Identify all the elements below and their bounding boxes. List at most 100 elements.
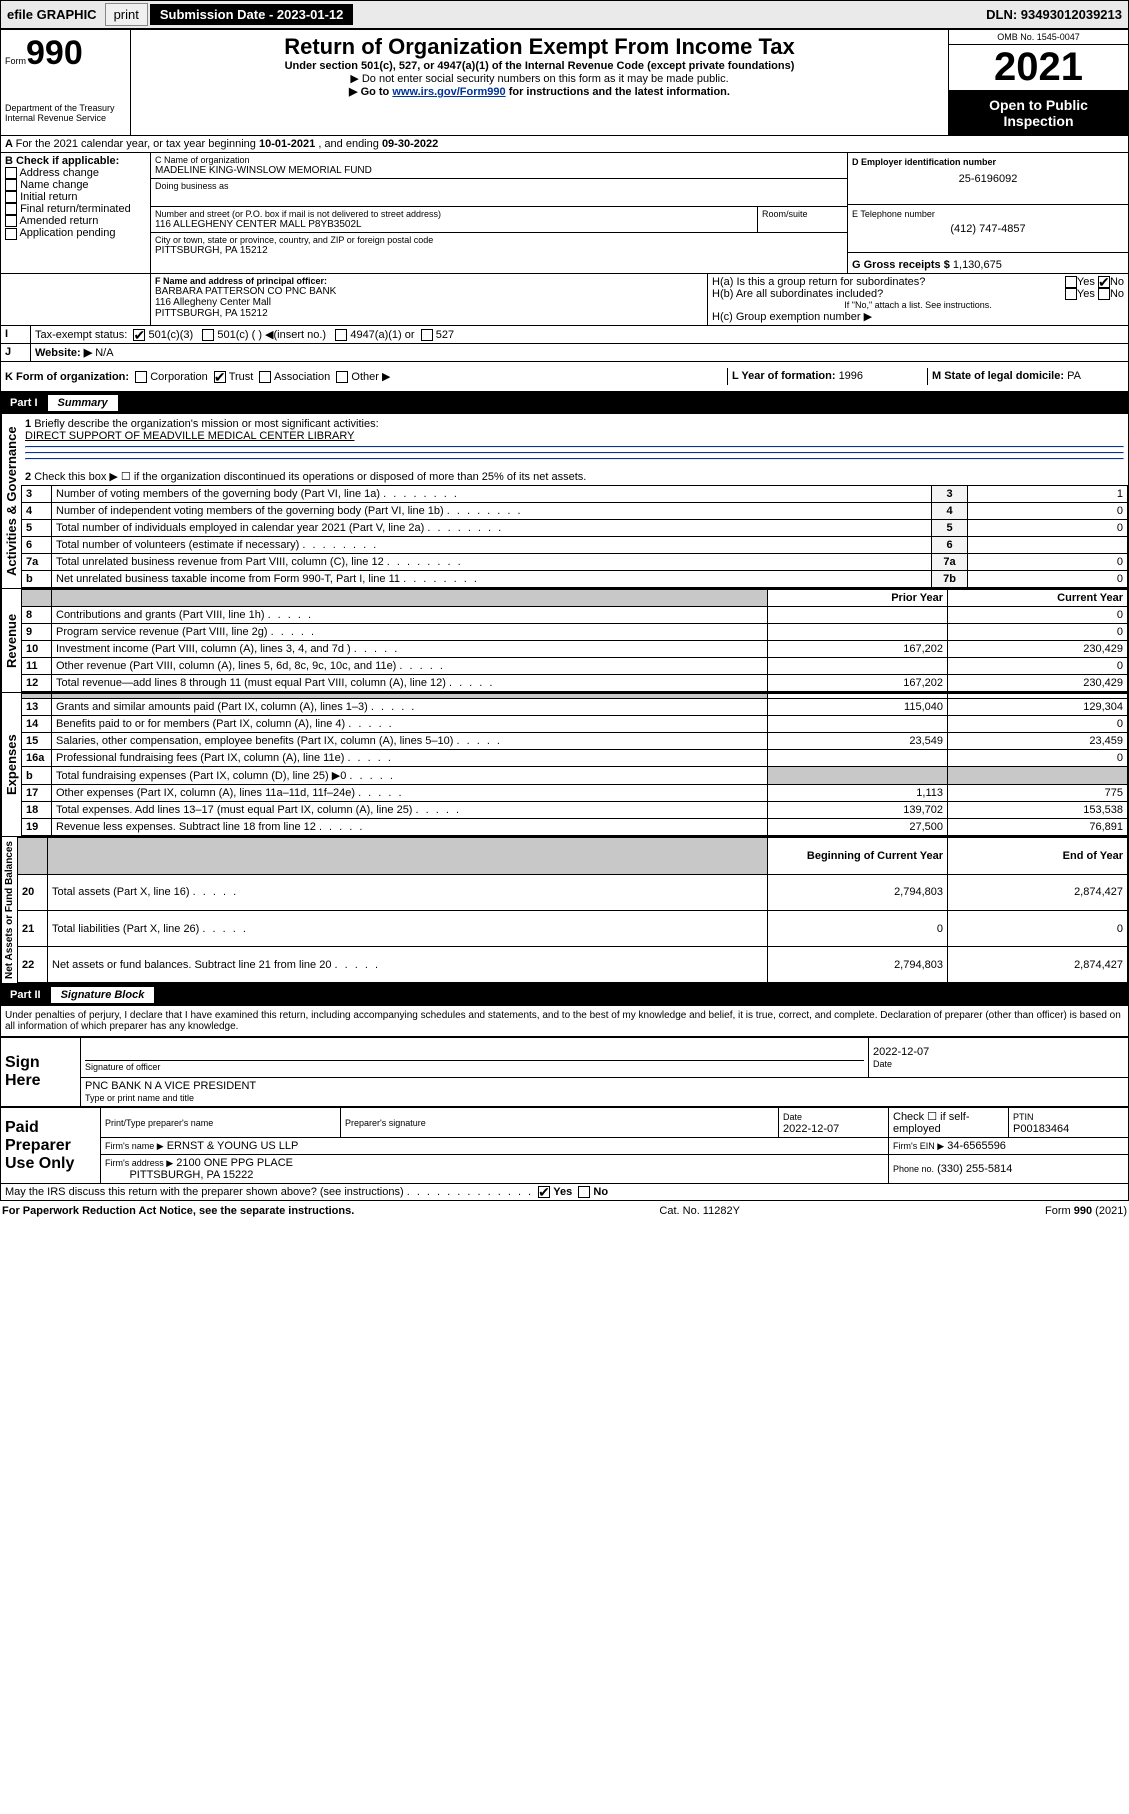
- chk-label: Application pending: [19, 227, 115, 239]
- section-b-c-d: B Check if applicable: Address change Na…: [0, 153, 1129, 274]
- domicile: PA: [1067, 370, 1081, 382]
- ha-yes[interactable]: [1065, 276, 1077, 288]
- k-label: K Form of organization:: [5, 371, 129, 383]
- chk-501c3[interactable]: [133, 329, 145, 341]
- tax-year-end: 09-30-2022: [382, 138, 438, 150]
- no-label: No: [593, 1186, 608, 1198]
- efile-label: efile GRAPHIC: [1, 4, 103, 25]
- sidebar-ag: Activities & Governance: [1, 414, 21, 588]
- tax-year-begin: 10-01-2021: [259, 138, 315, 150]
- h-note: If "No," attach a list. See instructions…: [712, 300, 1124, 310]
- line-a-text: For the 2021 calendar year, or tax year …: [16, 138, 259, 150]
- officer-addr1: 116 Allegheny Center Mall: [155, 297, 703, 308]
- irs-link[interactable]: www.irs.gov/Form990: [392, 86, 505, 98]
- page-title: Return of Organization Exempt From Incom…: [135, 34, 944, 60]
- footer-right: 990: [1074, 1205, 1092, 1217]
- phone-value: (412) 747-4857: [852, 223, 1124, 235]
- goto-prefix: ▶ Go to: [349, 86, 392, 98]
- chk-assoc[interactable]: [259, 371, 271, 383]
- declaration: Under penalties of perjury, I declare th…: [0, 1006, 1129, 1037]
- chk-501c[interactable]: [202, 329, 214, 341]
- hb-no[interactable]: [1098, 288, 1110, 300]
- firm-name-label: Firm's name ▶: [105, 1141, 164, 1151]
- chk-address-change[interactable]: Address change: [5, 167, 146, 179]
- part2-title: Part II: [6, 989, 51, 1001]
- chk-corp[interactable]: [135, 371, 147, 383]
- open-public-badge: Open to Public Inspection: [949, 91, 1128, 135]
- page-footer: For Paperwork Reduction Act Notice, see …: [0, 1201, 1129, 1221]
- part1-netassets: Net Assets or Fund Balances Beginning of…: [0, 837, 1129, 984]
- prep-name-label: Print/Type preparer's name: [105, 1118, 213, 1128]
- opt-501c: 501(c) ( ) ◀(insert no.): [217, 329, 326, 341]
- dept-treasury: Department of the Treasury Internal Reve…: [5, 103, 126, 123]
- firm-ein: 34-6565596: [947, 1140, 1006, 1152]
- firm-ein-label: Firm's EIN ▶: [893, 1141, 944, 1151]
- opt-4947: 4947(a)(1) or: [350, 329, 414, 341]
- chk-other[interactable]: [336, 371, 348, 383]
- chk-application-pending[interactable]: Application pending: [5, 227, 146, 239]
- gross-value: 1,130,675: [953, 259, 1002, 271]
- chk-label: Address change: [19, 167, 99, 179]
- ein-label: D Employer identification number: [852, 157, 1124, 167]
- table-exp: 13Grants and similar amounts paid (Part …: [21, 693, 1128, 836]
- part1-title: Part I: [6, 397, 48, 409]
- chk-amended-return[interactable]: Amended return: [5, 215, 146, 227]
- opt-assoc: Association: [274, 371, 330, 383]
- dba-label: Doing business as: [155, 181, 843, 191]
- section-i: I Tax-exempt status: 501(c)(3) 501(c) ( …: [0, 326, 1129, 344]
- opt-corp: Corporation: [150, 371, 207, 383]
- no-label: No: [1110, 276, 1124, 288]
- may-no[interactable]: [578, 1186, 590, 1198]
- room-label: Room/suite: [762, 209, 843, 219]
- table-rev: Prior YearCurrent Year8Contributions and…: [21, 589, 1128, 692]
- i-label: Tax-exempt status:: [35, 329, 127, 341]
- opt-other: Other ▶: [351, 371, 390, 383]
- chk-label: Final return/terminated: [20, 203, 131, 215]
- no-label: No: [1110, 288, 1124, 300]
- omb-no: OMB No. 1545-0047: [949, 30, 1128, 45]
- website-value: N/A: [95, 347, 113, 359]
- prep-date-label: Date: [783, 1112, 802, 1122]
- line1-label: Briefly describe the organization's miss…: [34, 418, 378, 430]
- street-label: Number and street (or P.O. box if mail i…: [155, 209, 753, 219]
- may-discuss: May the IRS discuss this return with the…: [0, 1184, 1129, 1201]
- name-title-label: Type or print name and title: [85, 1093, 194, 1103]
- table-na: Beginning of Current YearEnd of Year20To…: [17, 837, 1128, 983]
- part2-label: Signature Block: [51, 987, 155, 1003]
- line-a: A For the 2021 calendar year, or tax yea…: [0, 136, 1129, 153]
- subtitle-1: Under section 501(c), 527, or 4947(a)(1)…: [135, 60, 944, 72]
- part1-body: Activities & Governance 1 Briefly descri…: [0, 414, 1129, 589]
- paid-label: Paid Preparer Use Only: [1, 1108, 101, 1184]
- part1-label: Summary: [48, 395, 118, 411]
- chk-trust[interactable]: [214, 371, 226, 383]
- prep-date: 2022-12-07: [783, 1123, 839, 1135]
- chk-final-return[interactable]: Final return/terminated: [5, 203, 146, 215]
- section-j: J Website: ▶ N/A: [0, 344, 1129, 362]
- c-name-label: C Name of organization: [155, 155, 843, 165]
- sign-here-label: Sign Here: [1, 1038, 81, 1107]
- firm-addr2: PITTSBURGH, PA 15222: [129, 1169, 253, 1181]
- chk-name-change[interactable]: Name change: [5, 179, 146, 191]
- chk-4947[interactable]: [335, 329, 347, 341]
- part1-bar: Part I Summary: [0, 392, 1129, 414]
- chk-initial-return[interactable]: Initial return: [5, 191, 146, 203]
- form-label: Form: [5, 56, 26, 66]
- sign-date: 2022-12-07: [873, 1046, 1124, 1058]
- sidebar-exp: Expenses: [1, 693, 21, 836]
- print-button[interactable]: print: [105, 3, 148, 26]
- phone-label: E Telephone number: [852, 209, 1124, 219]
- yes-label: Yes: [553, 1186, 572, 1198]
- may-label: May the IRS discuss this return with the…: [5, 1186, 404, 1198]
- chk-527[interactable]: [421, 329, 433, 341]
- org-name: MADELINE KING-WINSLOW MEMORIAL FUND: [155, 165, 843, 176]
- tax-year: 2021: [949, 45, 1128, 91]
- section-klm: K Form of organization: Corporation Trus…: [0, 362, 1129, 392]
- dln: DLN: 93493012039213: [986, 7, 1128, 22]
- ha-no[interactable]: [1098, 276, 1110, 288]
- may-yes[interactable]: [538, 1186, 550, 1198]
- hb-yes[interactable]: [1065, 288, 1077, 300]
- opt-501c3: 501(c)(3): [149, 329, 194, 341]
- chk-label: Initial return: [20, 191, 77, 203]
- footer-left: For Paperwork Reduction Act Notice, see …: [2, 1205, 354, 1217]
- street: 116 ALLEGHENY CENTER MALL P8YB3502L: [155, 219, 753, 230]
